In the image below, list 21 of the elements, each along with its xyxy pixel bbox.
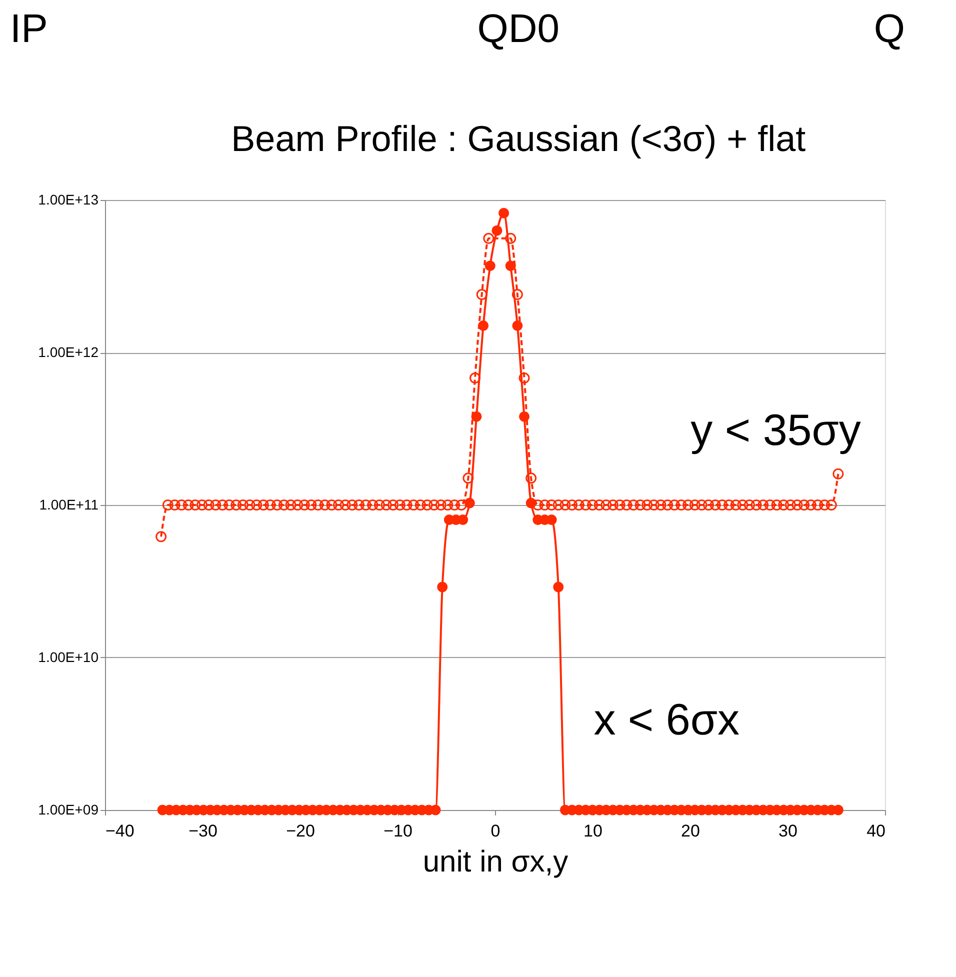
x-tick-label: −40 bbox=[106, 822, 134, 840]
text: IP bbox=[10, 7, 48, 51]
x-tick-label: 30 bbox=[778, 822, 798, 840]
series-label: y < 35σy bbox=[690, 406, 861, 455]
y-tick-label: 1.00E+13 bbox=[38, 192, 99, 208]
series-label: x < 6σx bbox=[594, 696, 740, 745]
text: QD0 bbox=[477, 7, 560, 51]
y-tick-label: 1.00E+09 bbox=[38, 802, 99, 818]
x-tick-label: 20 bbox=[681, 822, 700, 840]
x-tick-label: 0 bbox=[490, 822, 500, 840]
y-tick-label: 1.00E+10 bbox=[38, 649, 99, 665]
y-tick-label: 1.00E+12 bbox=[38, 344, 99, 360]
x-tick-label: −20 bbox=[286, 822, 315, 840]
chart-title: Beam Profile : Gaussian (<3σ) + flat bbox=[231, 118, 806, 159]
x-axis-title: unit in σx,y bbox=[422, 846, 568, 878]
x-tick-label: −30 bbox=[188, 822, 218, 840]
x-tick-label: 10 bbox=[584, 822, 602, 840]
x-tick-label: −10 bbox=[384, 822, 412, 840]
text: Q bbox=[874, 7, 905, 51]
y-tick-label: 1.00E+11 bbox=[39, 496, 99, 512]
x-tick-label: 40 bbox=[866, 822, 886, 840]
